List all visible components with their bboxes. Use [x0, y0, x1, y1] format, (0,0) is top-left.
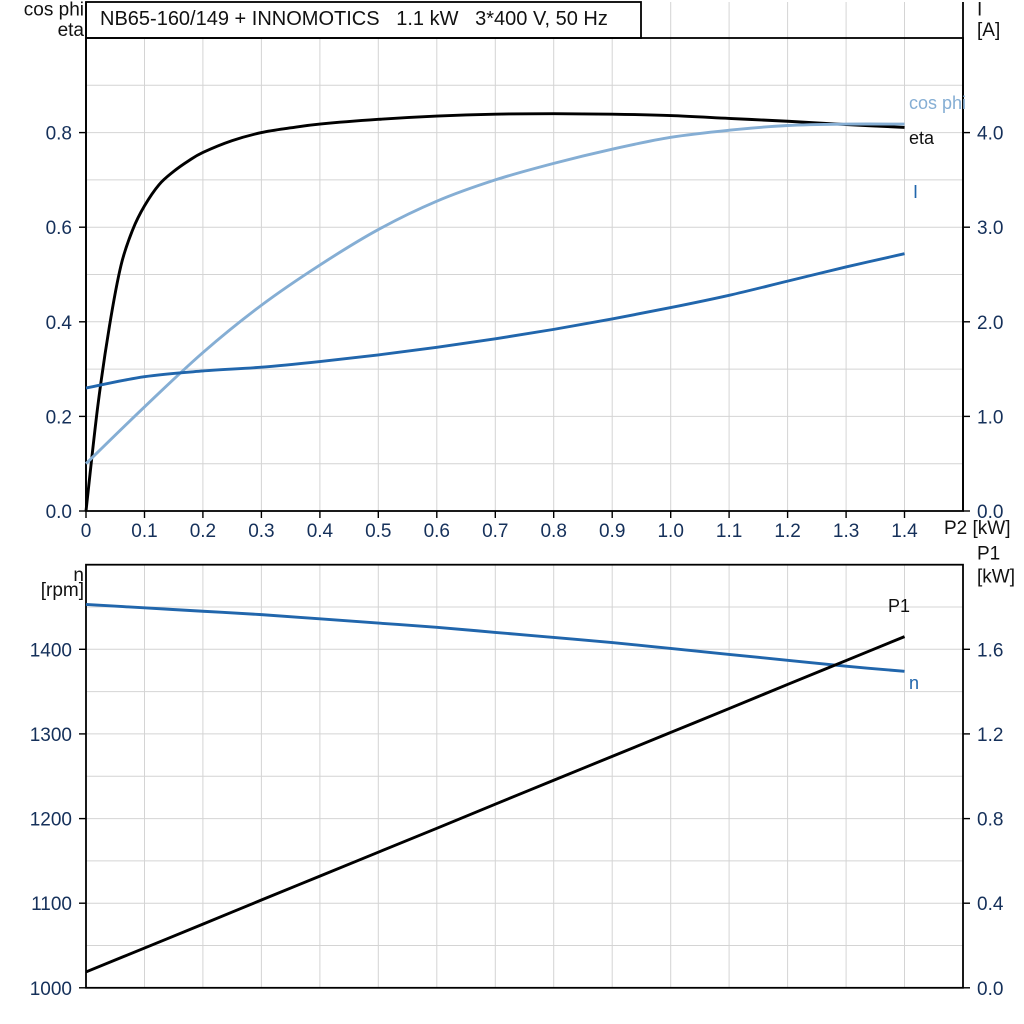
svg-text:0.3: 0.3: [248, 521, 274, 542]
svg-text:0.4: 0.4: [307, 521, 334, 542]
svg-text:eta: eta: [58, 20, 85, 41]
svg-text:P1: P1: [977, 544, 1000, 565]
svg-text:eta: eta: [909, 128, 935, 148]
svg-text:cos phi: cos phi: [909, 93, 966, 113]
svg-text:1.2: 1.2: [774, 521, 800, 542]
svg-text:0.0: 0.0: [977, 979, 1003, 1000]
svg-text:0.4: 0.4: [977, 894, 1004, 915]
svg-text:1400: 1400: [30, 640, 72, 661]
svg-text:[A]: [A]: [977, 20, 1000, 41]
svg-text:1.1: 1.1: [716, 521, 742, 542]
svg-text:P1: P1: [888, 596, 910, 616]
svg-text:1.0: 1.0: [977, 407, 1003, 428]
svg-text:2.0: 2.0: [977, 313, 1003, 334]
svg-text:1300: 1300: [30, 725, 72, 746]
svg-text:0.6: 0.6: [424, 521, 450, 542]
svg-text:cos phi: cos phi: [24, 0, 84, 21]
svg-text:0.7: 0.7: [482, 521, 508, 542]
svg-text:3.0: 3.0: [977, 218, 1003, 239]
svg-text:0.0: 0.0: [977, 502, 1003, 523]
svg-text:0.2: 0.2: [190, 521, 216, 542]
svg-text:0.5: 0.5: [365, 521, 391, 542]
svg-text:0.0: 0.0: [46, 502, 72, 523]
svg-text:0.8: 0.8: [46, 124, 72, 145]
svg-text:1.2: 1.2: [977, 725, 1003, 746]
svg-text:1200: 1200: [30, 810, 72, 831]
svg-text:I: I: [977, 0, 982, 21]
svg-text:0.6: 0.6: [46, 218, 72, 239]
svg-text:0.4: 0.4: [46, 313, 73, 334]
svg-text:0.8: 0.8: [977, 810, 1003, 831]
svg-text:0: 0: [81, 521, 92, 542]
svg-text:NB65-160/149 + INNOMOTICS 1.: NB65-160/149 + INNOMOTICS 1.1 kW 3*400 V…: [100, 8, 608, 30]
svg-text:4.0: 4.0: [977, 124, 1003, 145]
svg-text:1.6: 1.6: [977, 640, 1003, 661]
svg-text:0.1: 0.1: [131, 521, 157, 542]
svg-text:1000: 1000: [30, 979, 72, 1000]
svg-text:1100: 1100: [31, 894, 72, 915]
svg-text:1.0: 1.0: [657, 521, 683, 542]
svg-text:0.2: 0.2: [46, 407, 72, 428]
svg-text:n: n: [909, 673, 919, 693]
svg-text:0.8: 0.8: [540, 521, 566, 542]
svg-text:[kW]: [kW]: [977, 567, 1015, 588]
svg-text:I: I: [913, 182, 918, 202]
svg-text:1.4: 1.4: [891, 521, 918, 542]
svg-text:0.9: 0.9: [599, 521, 625, 542]
svg-text:[rpm]: [rpm]: [41, 580, 84, 601]
svg-text:1.3: 1.3: [833, 521, 859, 542]
